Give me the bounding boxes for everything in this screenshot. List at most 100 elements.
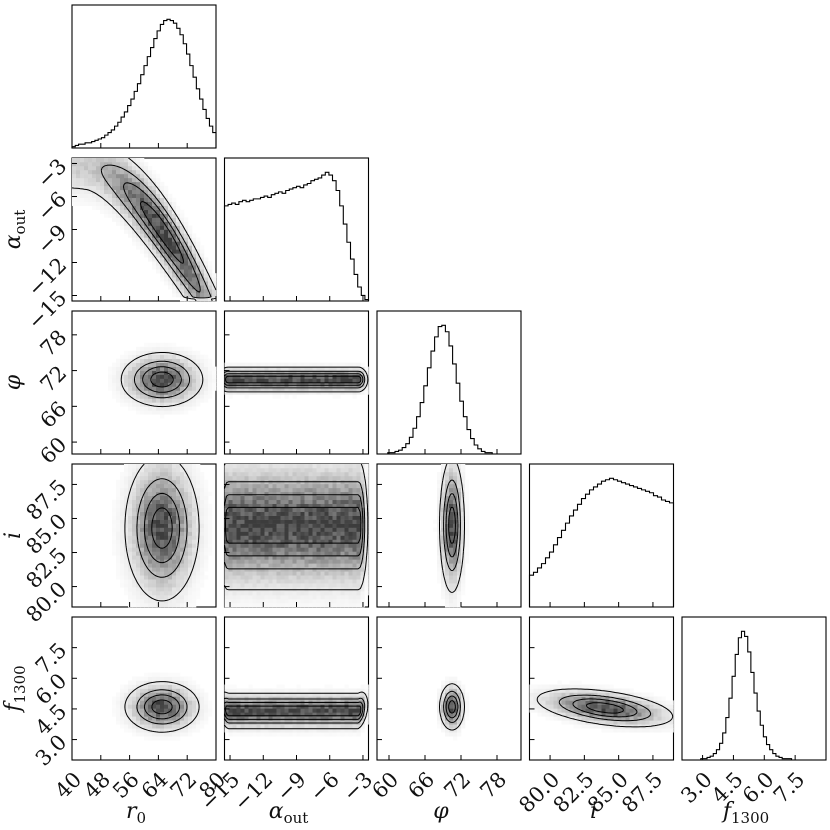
density-cell	[152, 217, 157, 222]
density-cell	[184, 547, 189, 552]
density-cell	[196, 688, 201, 693]
density-cell	[360, 692, 365, 697]
density-cell	[196, 237, 201, 242]
density-cell	[204, 716, 209, 721]
density-cell	[184, 531, 189, 536]
density-cell	[340, 712, 345, 717]
density-cell	[224, 519, 229, 524]
density-cell	[272, 559, 277, 564]
density-cell	[176, 503, 181, 508]
density-cell	[148, 487, 153, 493]
density-cell	[304, 382, 309, 387]
density-cell	[332, 366, 337, 371]
density-cell	[537, 696, 542, 701]
density-cell	[332, 732, 337, 737]
density-cell	[232, 563, 237, 568]
density-cell	[344, 551, 349, 556]
density-cell	[649, 704, 654, 709]
density-cell	[324, 688, 329, 693]
density-cell	[304, 603, 309, 608]
density-cell	[144, 221, 149, 226]
density-cell	[248, 370, 253, 375]
density-cell	[633, 708, 638, 713]
density-cell	[116, 523, 121, 528]
density-cell	[320, 595, 325, 600]
density-cell	[565, 708, 570, 713]
density-cell	[120, 173, 125, 179]
density-cell	[445, 724, 450, 729]
density-cell	[344, 728, 349, 733]
density-cell	[164, 700, 169, 705]
density-cell	[116, 507, 121, 512]
density-cell	[264, 491, 269, 497]
density-cell	[136, 370, 141, 375]
density-cell	[344, 539, 349, 544]
density-cell	[300, 603, 305, 608]
density-cell	[545, 688, 550, 693]
density-cell	[356, 386, 361, 391]
density-cell	[248, 483, 253, 489]
density-cell	[324, 366, 329, 371]
density-cell	[264, 362, 269, 367]
density-cell	[152, 720, 157, 725]
density-cell	[260, 487, 265, 493]
density-cell	[124, 716, 129, 721]
density-cell	[80, 169, 85, 175]
density-cell	[196, 704, 201, 709]
density-cell	[252, 720, 257, 725]
density-cell	[364, 579, 369, 584]
density-cell	[72, 193, 77, 199]
density-cell	[356, 555, 361, 560]
density-cell	[529, 708, 534, 713]
density-cell	[360, 563, 365, 568]
density-cell	[144, 173, 149, 179]
density-cell	[300, 515, 305, 520]
density-cell	[324, 390, 329, 395]
density-r0-i	[112, 464, 213, 608]
density-cell	[188, 676, 193, 681]
density-cell	[657, 724, 662, 729]
density-cell	[156, 724, 161, 729]
density-cell	[320, 599, 325, 604]
density-cell	[160, 579, 165, 584]
density-cell	[296, 720, 301, 725]
density-cell	[276, 531, 281, 536]
density-cell	[244, 519, 249, 524]
density-cell	[160, 402, 165, 407]
density-cell	[128, 213, 133, 218]
density-cell	[457, 591, 462, 596]
density-cell	[96, 165, 101, 171]
density-cell	[136, 519, 141, 524]
density-cell	[232, 503, 237, 508]
density-cell	[124, 382, 129, 387]
density-cell	[188, 563, 193, 568]
density-cell	[136, 535, 141, 540]
density-cell	[124, 511, 129, 516]
density-cell	[324, 539, 329, 544]
density-cell	[264, 382, 269, 387]
density-cell	[312, 491, 317, 497]
density-cell	[176, 567, 181, 572]
density-cell	[164, 193, 169, 199]
density-cell	[240, 491, 245, 497]
density-cell	[140, 487, 145, 493]
density-cell	[601, 684, 606, 689]
density-cell	[140, 394, 145, 399]
density-cell	[589, 692, 594, 697]
density-cell	[280, 547, 285, 552]
density-cell	[352, 487, 357, 493]
density-cell	[124, 225, 129, 230]
density-cell	[461, 467, 466, 473]
density-cell	[140, 692, 145, 697]
density-cell	[461, 511, 466, 516]
density-cell	[284, 559, 289, 564]
density-cell	[276, 464, 281, 469]
density-cell	[192, 366, 197, 371]
density-cell	[252, 595, 257, 600]
density-cell	[196, 362, 201, 367]
density-cell	[268, 491, 273, 497]
density-cell	[316, 483, 321, 489]
density-cell	[144, 249, 149, 254]
density-cell	[316, 511, 321, 516]
density-cell	[316, 571, 321, 576]
